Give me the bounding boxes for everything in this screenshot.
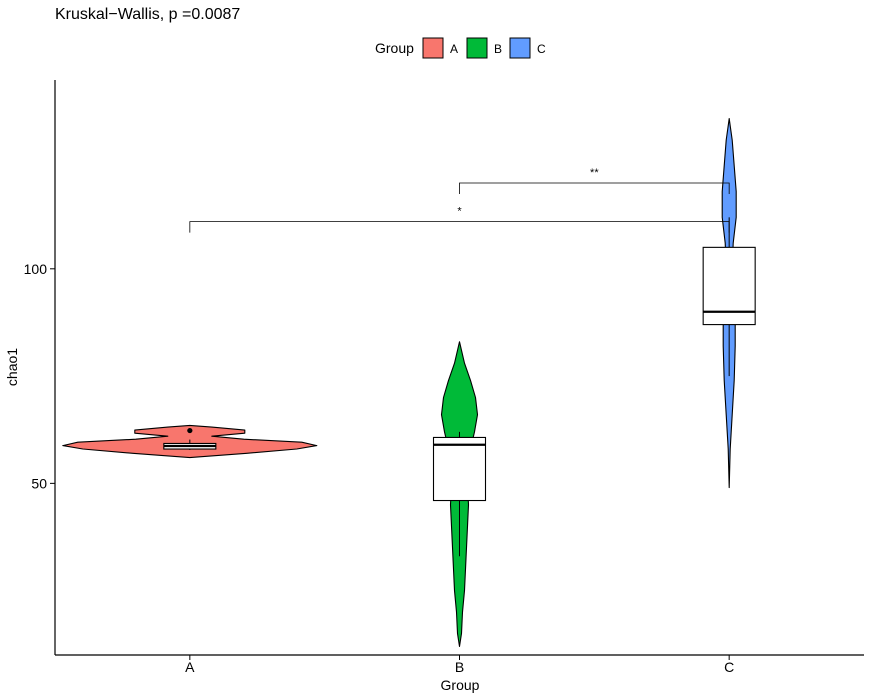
x-tick-label: A bbox=[185, 659, 195, 675]
group-b bbox=[432, 341, 487, 647]
legend-entries: A B C bbox=[422, 37, 546, 59]
box-c bbox=[702, 246, 756, 326]
legend-key-a bbox=[422, 37, 444, 59]
x-axis-label: Group bbox=[441, 677, 480, 693]
y-tick-label: 50 bbox=[31, 475, 47, 491]
chart-title: Kruskal−Wallis, p =0.0087 bbox=[55, 6, 240, 23]
plot-area: *** bbox=[62, 118, 756, 647]
bracket-line bbox=[189, 221, 730, 233]
significance-bracket: * bbox=[189, 206, 730, 233]
legend-entry-a: A bbox=[422, 37, 458, 59]
y-axis-label: chao1 bbox=[4, 348, 20, 386]
axes: A B C 50 100 bbox=[24, 80, 864, 675]
x-tick-label: B bbox=[455, 659, 464, 675]
significance-label: ** bbox=[590, 167, 599, 179]
significance-bracket: ** bbox=[459, 167, 730, 194]
legend-label: B bbox=[494, 42, 502, 56]
legend-entry-b: B bbox=[466, 37, 502, 59]
legend-title: Group bbox=[375, 40, 414, 56]
legend-key-c bbox=[509, 37, 531, 59]
legend-label: A bbox=[450, 42, 458, 56]
legend-label: C bbox=[537, 42, 546, 56]
group-c bbox=[702, 118, 756, 489]
legend-entry-c: C bbox=[509, 37, 546, 59]
bracket-line bbox=[459, 182, 730, 194]
box-b bbox=[432, 436, 487, 502]
legend: Group A B C bbox=[375, 37, 546, 59]
significance-label: * bbox=[457, 206, 462, 218]
legend-key-b bbox=[466, 37, 488, 59]
outlier-point bbox=[187, 427, 193, 434]
group-a bbox=[62, 424, 318, 459]
x-tick-label: C bbox=[724, 659, 734, 675]
y-tick-label: 100 bbox=[24, 261, 48, 277]
